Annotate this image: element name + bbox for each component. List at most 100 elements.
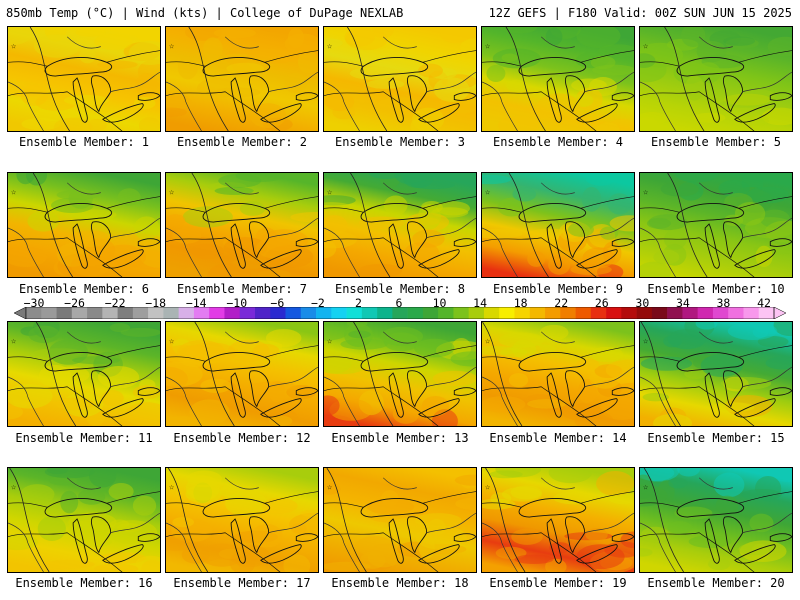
colorbar-swatch	[453, 307, 469, 319]
colorbar-swatch	[254, 307, 271, 319]
colorbar-swatch	[56, 307, 73, 319]
colorbar-swatch	[148, 307, 164, 319]
colorbar-tick-label: 26	[594, 296, 609, 310]
ensemble-map-panel: ☆	[481, 172, 635, 278]
ensemble-member-label: Ensemble Member: 10	[647, 282, 785, 296]
colorbar-swatch	[331, 307, 347, 319]
colorbar-swatch	[514, 307, 531, 319]
colorbar-swatch	[407, 307, 424, 319]
svg-text:☆: ☆	[327, 483, 333, 493]
svg-text:☆: ☆	[169, 42, 175, 52]
colorbar-swatch	[728, 307, 744, 319]
colorbar-tick-label: −22	[104, 296, 126, 310]
colorbar-swatch	[117, 307, 134, 319]
svg-text:☆: ☆	[485, 337, 491, 347]
colorbar-tick-label: 10	[432, 296, 447, 310]
colorbar-tick-label: 42	[757, 296, 771, 310]
svg-text:☆: ☆	[11, 483, 17, 493]
colorbar-swatch	[392, 307, 408, 319]
colorbar-tick-label: −2	[310, 296, 325, 310]
ensemble-map-panel: ☆	[639, 321, 793, 427]
colorbar-swatch	[499, 307, 515, 319]
colorbar-tick-label: −10	[226, 296, 248, 310]
colorbar-swatch	[667, 307, 683, 319]
ensemble-member-label: Ensemble Member: 7	[176, 282, 308, 296]
svg-text:☆: ☆	[643, 188, 649, 198]
colorbar-tick-label: −6	[270, 296, 285, 310]
svg-text:☆: ☆	[327, 42, 333, 52]
colorbar-swatch	[590, 307, 607, 319]
ensemble-map-panel: ☆	[639, 172, 793, 278]
ensemble-member-label: Ensemble Member: 1	[18, 135, 150, 149]
ensemble-map-panel: ☆	[481, 26, 635, 132]
colorbar-swatch	[71, 307, 88, 319]
valid-time: 12Z GEFS | F180 Valid: 00Z SUN JUN 15 20…	[488, 6, 792, 20]
colorbar-swatch	[468, 307, 485, 319]
ensemble-map-panel: ☆	[7, 467, 161, 573]
colorbar-swatch	[209, 307, 225, 319]
colorbar-swatch	[651, 307, 668, 319]
ensemble-map-panel: ☆	[639, 467, 793, 573]
ensemble-member-label: Ensemble Member: 17	[173, 576, 311, 590]
colorbar-swatch	[41, 307, 57, 319]
svg-text:☆: ☆	[11, 42, 17, 52]
colorbar-swatch	[697, 307, 714, 319]
colorbar-swatch	[224, 307, 241, 319]
ensemble-map-panel: ☆	[165, 26, 319, 132]
colorbar-swatch	[377, 307, 393, 319]
colorbar-ticks: −30 −26 −22 −18 −14 −10 −6 −2 2 6 10 14 18 22 26 30 34 38…	[0, 296, 800, 310]
ensemble-member-label: Ensemble Member: 15	[647, 431, 785, 445]
colorbar-swatch	[606, 307, 622, 319]
colorbar-tick-label: 14	[473, 296, 488, 310]
ensemble-member-label: Ensemble Member: 18	[331, 576, 469, 590]
colorbar-swatch	[346, 307, 363, 319]
colorbar-arrow-left	[14, 307, 27, 319]
colorbar-swatch	[193, 307, 210, 319]
svg-text:☆: ☆	[11, 188, 17, 198]
ensemble-member-label: Ensemble Member: 9	[492, 282, 624, 296]
colorbar-tick-label: 6	[395, 296, 403, 310]
colorbar-tick-label: −18	[145, 296, 167, 310]
colorbar-swatch	[163, 307, 179, 319]
colorbar-swatch	[26, 307, 42, 319]
svg-text:☆: ☆	[169, 337, 175, 347]
colorbar-swatch	[621, 307, 637, 319]
ensemble-member-label: Ensemble Member: 2	[176, 135, 308, 149]
colorbar-swatch	[132, 307, 149, 319]
svg-text:☆: ☆	[11, 337, 17, 347]
ensemble-member-label: Ensemble Member: 16	[15, 576, 153, 590]
colorbar-swatch	[575, 307, 592, 319]
colorbar-swatch	[483, 307, 500, 319]
svg-text:☆: ☆	[169, 188, 175, 198]
ensemble-member-label: Ensemble Member: 12	[173, 431, 311, 445]
ensemble-map-panel: ☆	[323, 172, 477, 278]
colorbar-swatch	[239, 307, 256, 319]
colorbar-swatch	[712, 307, 729, 319]
ensemble-map-panel: ☆	[323, 321, 477, 427]
ensemble-map-panel: ☆	[165, 467, 319, 573]
ensemble-map-panel: ☆	[7, 321, 161, 427]
svg-text:☆: ☆	[485, 188, 491, 198]
colorbar-swatch	[102, 307, 118, 319]
ensemble-member-label: Ensemble Member: 19	[489, 576, 627, 590]
colorbar-tick-label: 18	[513, 296, 528, 310]
colorbar-swatch	[422, 307, 439, 319]
colorbar-tick-label: 2	[354, 296, 362, 310]
ensemble-member-label: Ensemble Member: 13	[331, 431, 469, 445]
colorbar-swatch	[438, 307, 454, 319]
colorbar-swatch	[316, 307, 332, 319]
ensemble-member-label: Ensemble Member: 6	[18, 282, 150, 296]
ensemble-member-label: Ensemble Member: 5	[650, 135, 782, 149]
ensemble-map-panel: ☆	[639, 26, 793, 132]
ensemble-map-panel: ☆	[323, 26, 477, 132]
colorbar-swatch	[560, 307, 576, 319]
colorbar-swatch	[270, 307, 286, 319]
colorbar-swatch	[636, 307, 653, 319]
colorbar-tick-label: −26	[64, 296, 85, 310]
colorbar-tick-label: 34	[675, 296, 690, 310]
colorbar-swatch	[758, 307, 775, 319]
svg-text:☆: ☆	[643, 42, 649, 52]
temperature-colorbar	[14, 307, 786, 319]
ensemble-map-panel: ☆	[165, 321, 319, 427]
ensemble-map-panel: ☆	[7, 26, 161, 132]
